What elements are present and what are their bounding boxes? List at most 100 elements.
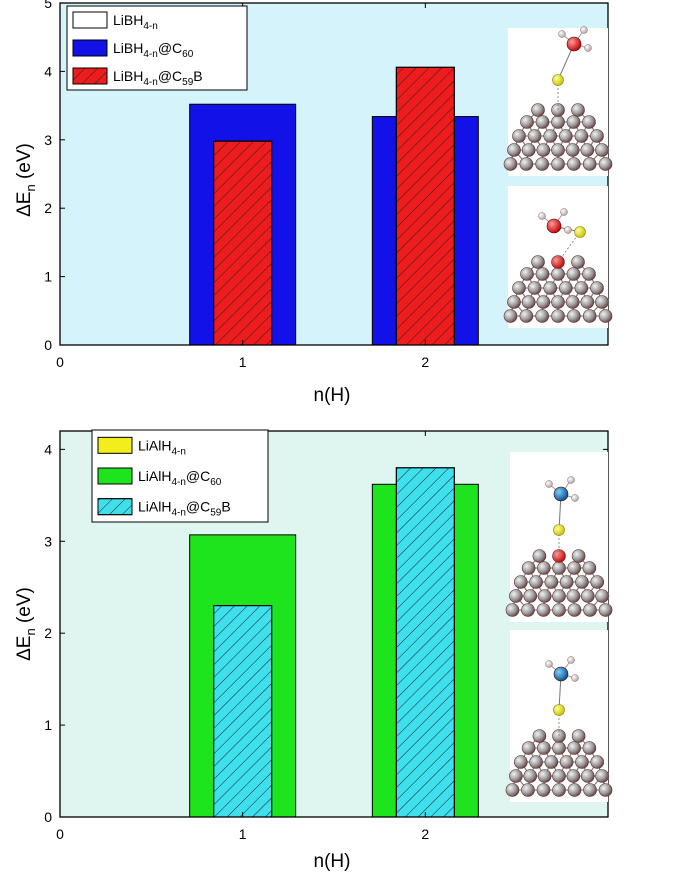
carbon-atom: [551, 157, 565, 171]
carbon-atom: [519, 309, 534, 323]
carbon-atom: [598, 783, 613, 797]
hydrogen-atom: [584, 44, 592, 52]
y-tick-label: 0: [44, 809, 52, 825]
carbon-atom: [523, 769, 538, 783]
carbon-atom: [582, 157, 597, 171]
hydrogen-atom: [571, 674, 579, 682]
carbon-atom: [567, 783, 582, 797]
carbon-atom: [521, 143, 536, 157]
carbon-atom: [583, 783, 597, 797]
y-tick-label: 4: [44, 63, 52, 79]
carbon-atom: [521, 603, 535, 617]
carbon-atom: [582, 561, 597, 575]
carbon-atom: [590, 755, 605, 769]
hydrogen-atom: [558, 30, 566, 38]
carbon-atom: [531, 103, 545, 117]
carbon-atom: [590, 575, 605, 589]
legend-label: LiBH4-n@C60: [113, 40, 194, 60]
carbon-atom: [521, 561, 536, 575]
carbon-atom: [520, 267, 534, 281]
carbon-atom: [521, 741, 536, 755]
carbon-atom: [595, 295, 609, 309]
carbon-atom: [527, 281, 542, 295]
carbon-atom: [567, 603, 582, 617]
carbon-atom: [559, 755, 574, 769]
carbon-atom: [580, 769, 595, 783]
carbon-atom: [527, 129, 542, 143]
y-tick-label: 2: [44, 200, 52, 216]
carbon-atom: [552, 561, 566, 575]
carbon-atom: [559, 575, 574, 589]
aluminum-atom: [553, 666, 569, 682]
carbon-atom: [571, 255, 585, 269]
carbon-atom: [503, 309, 518, 323]
carbon-atom: [521, 783, 535, 797]
carbon-atom: [551, 143, 565, 157]
boron-atom: [566, 36, 582, 52]
carbon-atom: [580, 589, 595, 603]
carbon-atom: [507, 143, 521, 157]
carbon-atom: [529, 575, 543, 589]
y-tick-label: 1: [44, 717, 52, 733]
carbon-atom: [519, 157, 534, 171]
legend-swatch-hatch: [97, 498, 133, 516]
x-tick-label: 0: [56, 354, 64, 370]
carbon-atom: [537, 561, 551, 575]
carbon-atom: [552, 603, 566, 617]
molecule-images: [503, 26, 613, 328]
carbon-atom: [565, 143, 580, 157]
lithium-atom: [552, 74, 564, 86]
carbon-atom: [566, 115, 581, 129]
carbon-atom: [512, 281, 526, 295]
hydrogen-atom: [567, 476, 575, 484]
y-axis-label: ΔEn (eV): [14, 587, 38, 661]
carbon-atom: [574, 281, 589, 295]
carbon-atom: [590, 129, 604, 143]
legend-swatch: [72, 11, 108, 29]
bar-hatch-n1: [213, 140, 273, 346]
molecule-inset: [503, 186, 613, 328]
carbon-atom: [536, 143, 551, 157]
hydrogen-atom: [545, 480, 553, 488]
carbon-atom: [512, 129, 526, 143]
carbon-atom: [544, 575, 559, 589]
carbon-atom: [537, 741, 551, 755]
carbon-atom: [595, 589, 609, 603]
carbon-atom: [529, 755, 543, 769]
y-axis-label: ΔEn (eV): [14, 143, 38, 217]
y-tick-label: 4: [44, 441, 52, 457]
carbon-atom: [571, 549, 586, 563]
carbon-atom: [571, 729, 586, 743]
carbon-atom: [520, 115, 534, 129]
carbon-atom: [582, 741, 597, 755]
carbon-atom: [567, 157, 581, 171]
carbon-atom: [552, 741, 566, 755]
carbon-atom: [536, 783, 551, 797]
lithium-atom: [574, 226, 586, 238]
molecule-images: [505, 452, 613, 802]
x-tick-label: 1: [239, 826, 247, 842]
x-tick-label: 0: [56, 826, 64, 842]
x-tick-label: 2: [421, 354, 429, 370]
legend-label: LiAlH4-n@C59B: [138, 499, 231, 519]
hydrogen-atom: [538, 212, 546, 220]
carbon-atom: [536, 295, 551, 309]
carbon-atom: [558, 281, 573, 295]
carbon-atom: [509, 769, 523, 783]
carbon-atom: [505, 603, 520, 617]
carbon-atom: [543, 281, 558, 295]
carbon-atom: [575, 755, 589, 769]
carbon-atom: [551, 115, 565, 129]
carbon-atom: [535, 309, 549, 323]
carbon-atom: [566, 589, 581, 603]
x-tick-label: 2: [421, 826, 429, 842]
hydrogen-atom: [567, 656, 575, 664]
carbon-atom: [552, 783, 566, 797]
molecule-inset: [505, 452, 613, 622]
lithium-atom: [553, 704, 565, 716]
x-axis-label: n(H): [314, 851, 351, 872]
legend-swatch: [97, 467, 133, 485]
y-tick-label: 2: [44, 625, 52, 641]
carbon-atom: [536, 603, 551, 617]
